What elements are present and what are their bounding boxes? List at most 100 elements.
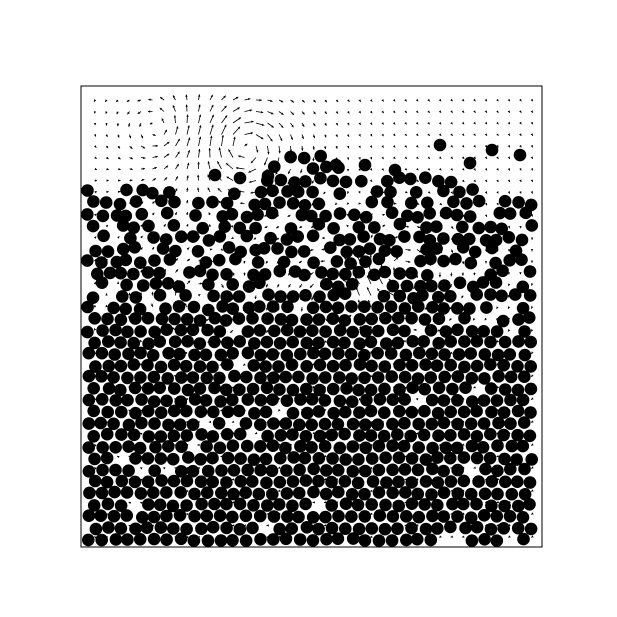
particle <box>228 464 241 477</box>
particle <box>431 522 444 535</box>
particle <box>319 210 332 223</box>
particle <box>320 533 333 546</box>
particle <box>246 522 259 535</box>
particle <box>437 232 450 245</box>
particle <box>516 234 529 247</box>
particle <box>330 159 343 172</box>
particle <box>134 256 147 269</box>
particle <box>378 430 391 443</box>
particle <box>479 348 492 361</box>
particle <box>201 372 214 385</box>
particle <box>491 439 504 452</box>
particle <box>378 406 391 419</box>
particle <box>96 464 109 477</box>
particle <box>213 372 226 385</box>
particle <box>371 347 384 360</box>
particle <box>169 335 182 348</box>
particle <box>524 360 537 373</box>
particle <box>358 488 371 501</box>
particle <box>314 150 327 163</box>
particle <box>167 453 180 466</box>
particle <box>267 417 280 430</box>
particle <box>327 336 340 349</box>
particle <box>346 488 359 501</box>
particle <box>220 384 233 397</box>
particle <box>220 268 233 281</box>
particle <box>418 405 431 418</box>
particle <box>120 254 133 267</box>
particle <box>400 534 413 547</box>
particle <box>107 418 120 431</box>
particle <box>452 233 465 246</box>
particle <box>188 510 201 523</box>
particle <box>148 371 161 384</box>
particle <box>89 360 102 373</box>
particle <box>425 488 438 501</box>
particle <box>465 418 478 431</box>
particle <box>97 210 110 223</box>
particle <box>83 487 96 500</box>
particle <box>247 383 260 396</box>
particle <box>119 303 132 316</box>
particle <box>518 325 531 338</box>
particle <box>201 486 214 499</box>
particle <box>108 510 121 523</box>
particle <box>88 453 101 466</box>
particle <box>352 499 365 512</box>
particle <box>221 428 234 441</box>
particle <box>175 371 188 384</box>
particle <box>188 488 201 501</box>
particle <box>421 269 434 282</box>
particle <box>477 325 490 338</box>
particle <box>393 451 406 464</box>
particle <box>134 371 147 384</box>
particle <box>307 162 320 175</box>
particle <box>352 477 365 490</box>
particle <box>233 405 246 418</box>
particle <box>116 290 129 303</box>
particle <box>87 220 100 233</box>
particle <box>463 233 476 246</box>
particle <box>419 358 432 371</box>
particle <box>466 534 479 547</box>
particle <box>200 394 213 407</box>
particle <box>333 371 346 384</box>
particle <box>116 475 129 488</box>
particle <box>458 406 471 419</box>
particle <box>445 475 458 488</box>
particle <box>437 510 450 523</box>
particle <box>458 335 471 348</box>
particle <box>358 372 371 385</box>
particle <box>452 487 465 500</box>
particle <box>319 325 332 338</box>
particle <box>379 451 392 464</box>
particle <box>471 360 484 373</box>
particle <box>379 499 392 512</box>
particle <box>227 439 240 452</box>
particle <box>114 336 127 349</box>
particle <box>319 371 332 384</box>
particle <box>287 197 300 210</box>
particle <box>162 277 175 290</box>
particle <box>275 174 288 187</box>
particle <box>306 324 319 337</box>
particle <box>153 267 166 280</box>
particle <box>227 488 240 501</box>
particle <box>405 522 418 535</box>
particle <box>368 221 381 234</box>
particle <box>444 429 457 442</box>
particle <box>379 523 392 536</box>
particle <box>206 269 219 282</box>
particle <box>200 256 213 269</box>
particle <box>96 393 109 406</box>
particle <box>359 442 372 455</box>
particle <box>261 430 274 443</box>
particle <box>365 405 378 418</box>
particle <box>121 533 134 546</box>
particle <box>203 234 216 247</box>
particle <box>83 417 96 430</box>
particle <box>472 475 485 488</box>
particle <box>372 371 385 384</box>
particle <box>406 452 419 465</box>
